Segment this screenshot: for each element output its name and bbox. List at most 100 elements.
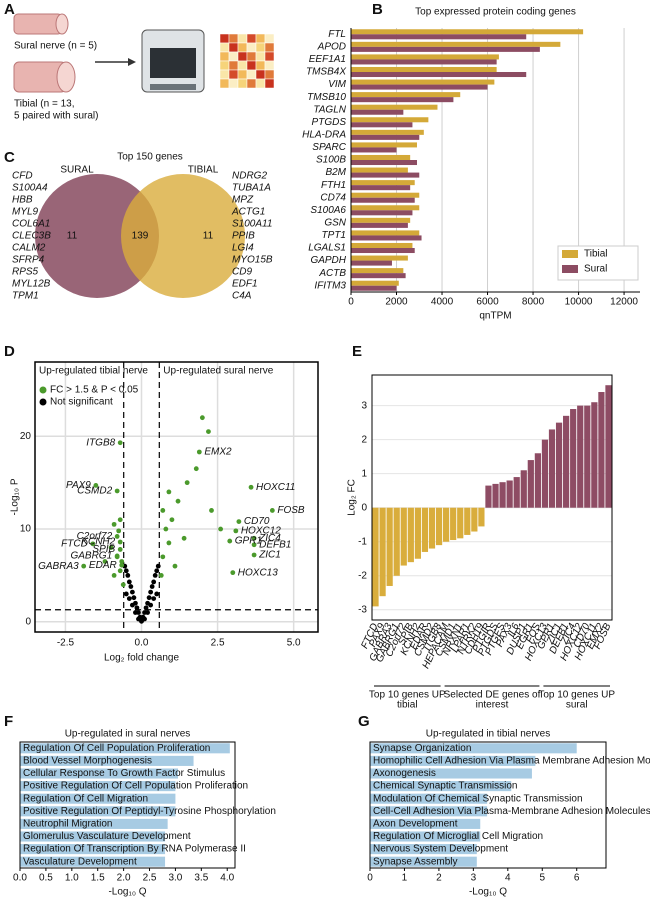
bar [499, 482, 506, 508]
sural-nerve-icon [13, 13, 63, 35]
heatmap-cell [219, 42, 230, 53]
x-tick-label: 12000 [610, 297, 638, 308]
bar [351, 92, 461, 98]
gene-label: S100A11 [232, 219, 272, 230]
heatmap-cell [237, 78, 248, 89]
bar [351, 134, 420, 140]
point [128, 584, 134, 589]
category-label: IFITM3 [314, 280, 346, 291]
point-label: ZIC4 [258, 533, 281, 544]
point [146, 595, 152, 601]
point-label: EDAR [89, 560, 117, 571]
point-label: HOXC12 [241, 526, 281, 537]
point [151, 579, 157, 585]
group-label: Selected DE genes of [444, 690, 541, 701]
y-tick-label: 2 [361, 434, 367, 445]
chart-title: Top 150 genes [117, 152, 183, 163]
bar [370, 755, 536, 766]
heatmap-cell [237, 42, 248, 53]
point [175, 498, 181, 504]
set-name: SURAL [60, 165, 94, 176]
bar [370, 831, 481, 842]
venn-count: 11 [203, 231, 214, 242]
heatmap-cell [228, 42, 239, 53]
bar [485, 485, 492, 508]
arrow-head [128, 58, 136, 66]
gene-label: HBB [12, 195, 33, 206]
point-label: FOSB [277, 505, 305, 516]
heatmap-cell [246, 51, 257, 62]
tibial-label: Tibial (n = 13, [14, 99, 75, 110]
bar [351, 34, 527, 40]
point [139, 618, 144, 624]
x-axis-label: Log₂ fold change [104, 653, 179, 664]
venn-count: 139 [132, 231, 149, 242]
heatmap-cell [246, 42, 257, 53]
y-axis-label: Log₂ FC [347, 479, 358, 516]
bar [443, 507, 450, 542]
heatmap-cell [228, 33, 239, 44]
chart-title: Up-regulated in tibial nerves [426, 729, 551, 740]
bar [351, 154, 411, 160]
chart-title: Top expressed protein coding genes [415, 7, 576, 18]
chart-title: Up-regulated in sural nerves [65, 729, 191, 740]
bar [435, 507, 443, 546]
bar [20, 856, 166, 867]
heatmap-cell [237, 60, 248, 71]
x-tick-label: -2.5 [57, 638, 75, 649]
category-label: S100A6 [310, 205, 346, 216]
legend-label: Tibial [584, 249, 608, 260]
legend-swatch [562, 250, 578, 258]
point [199, 415, 205, 421]
bar [351, 222, 408, 228]
point [114, 488, 120, 494]
x-tick-label: 0 [348, 297, 354, 308]
point [131, 595, 137, 601]
point-label: FTCD [61, 538, 88, 549]
category-label: Chemical Synaptic Transmission [373, 781, 518, 792]
x-tick-label: 0.0 [13, 873, 27, 884]
x-tick-label: 1.0 [65, 873, 79, 884]
point [206, 429, 211, 434]
heatmap-cell [264, 69, 275, 80]
x-tick-label: 0.5 [39, 873, 53, 884]
heatmap-cell [228, 51, 239, 62]
point-label: GABRA3 [38, 561, 79, 572]
bar [351, 147, 397, 153]
category-label: FTL [328, 29, 346, 40]
gene-label: S100A4 [12, 183, 48, 194]
x-tick-label: 0.0 [135, 638, 149, 649]
heatmap-cell [264, 33, 275, 44]
annotation: Up-regulated tibial nerve [39, 366, 148, 377]
bar [370, 793, 488, 804]
point [193, 466, 199, 472]
bar [351, 235, 422, 241]
point [154, 568, 160, 574]
category-label: Positive Regulation Of Peptidyl-Tyrosine… [23, 806, 276, 817]
legend-marker [39, 386, 47, 394]
x-tick-label: 2 [436, 873, 442, 884]
bar [393, 507, 400, 576]
x-tick-label: 3.0 [168, 873, 182, 884]
sequencer-base [150, 84, 196, 90]
point [145, 610, 150, 615]
gene-label: MYL12B [12, 279, 51, 290]
heatmap-cell [228, 60, 239, 71]
legend-label: Sural [584, 264, 607, 275]
bar [351, 248, 415, 254]
point-label: GABRG1 [70, 551, 112, 562]
bar [20, 781, 176, 792]
bar [351, 104, 438, 110]
bar [351, 160, 417, 166]
legend-swatch [562, 265, 578, 273]
category-label: S100B [316, 155, 346, 166]
y-tick-label: 0 [25, 616, 31, 627]
gene-label: TPM1 [12, 291, 39, 302]
point [151, 596, 157, 601]
heatmap-cell [264, 60, 275, 71]
bar [471, 507, 478, 532]
x-tick-label: 6000 [476, 297, 499, 308]
bar [351, 66, 497, 72]
